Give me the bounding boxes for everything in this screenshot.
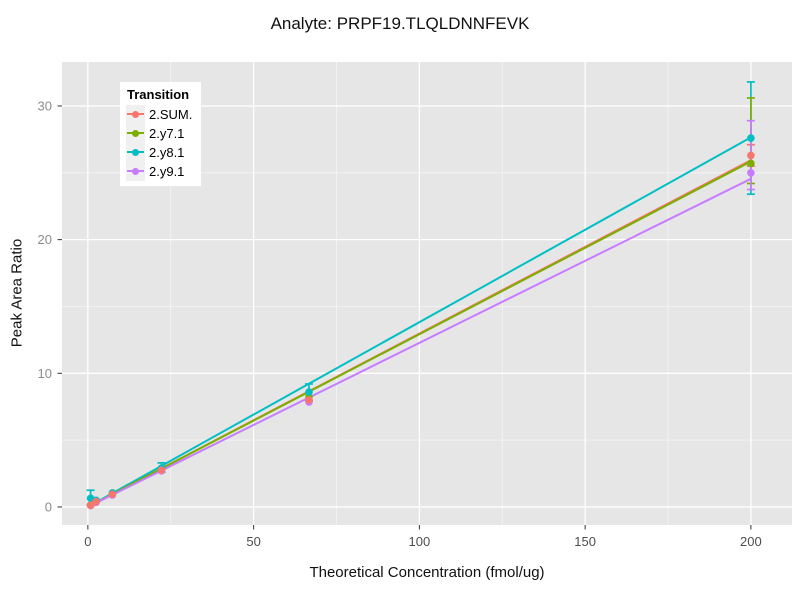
legend-item-2-sum: 2.SUM. bbox=[126, 105, 192, 124]
data-point bbox=[92, 497, 100, 506]
trend-line bbox=[87, 160, 752, 508]
legend-key-icon bbox=[126, 124, 145, 143]
chart-title: Analyte: PRPF19.TLQLDNNFEVK bbox=[270, 14, 530, 33]
legend-item-2-y7-1: 2.y7.1 bbox=[126, 124, 192, 143]
y-axis-title: Peak Area Ratio bbox=[8, 238, 26, 348]
data-point bbox=[747, 169, 755, 177]
legend-item-label: 2.y7.1 bbox=[149, 126, 185, 141]
y-tick-label: 20 bbox=[38, 232, 52, 247]
legend-item-label: 2.y9.1 bbox=[149, 164, 185, 179]
legend-item-2-y8-1: 2.y8.1 bbox=[126, 143, 192, 162]
legend-key-icon bbox=[126, 162, 145, 181]
x-tick-label: 200 bbox=[740, 534, 762, 549]
x-tick-label: 0 bbox=[84, 534, 91, 549]
y-tick-label: 30 bbox=[38, 98, 52, 113]
x-tick-label: 50 bbox=[246, 534, 260, 549]
x-tick-label: 100 bbox=[409, 534, 431, 549]
data-point bbox=[747, 151, 755, 160]
legend-item-label: 2.SUM. bbox=[149, 107, 193, 122]
data-point bbox=[747, 134, 755, 142]
trend-line bbox=[87, 177, 752, 508]
trend-line bbox=[87, 136, 752, 508]
legend-item-2-y9-1: 2.y9.1 bbox=[126, 162, 192, 181]
data-point bbox=[86, 501, 95, 510]
data-point bbox=[157, 466, 166, 474]
data-point bbox=[108, 490, 117, 499]
legend-key-icon bbox=[126, 105, 145, 124]
legend: Transition 2.SUM. 2.y7.1 2.y8.1 2.y9.1 bbox=[120, 82, 202, 186]
legend-item-label: 2.y8.1 bbox=[149, 145, 185, 160]
y-tick-label: 0 bbox=[45, 499, 52, 514]
data-point bbox=[305, 388, 313, 396]
legend-key-icon bbox=[126, 143, 145, 162]
x-axis-title: Theoretical Concentration (fmol/ug) bbox=[309, 564, 545, 581]
legend-title: Transition bbox=[127, 87, 190, 102]
y-tick-label: 10 bbox=[38, 366, 52, 381]
x-tick-label: 150 bbox=[574, 534, 596, 549]
data-point bbox=[305, 396, 313, 404]
legend-items: 2.SUM. 2.y7.1 2.y8.1 2.y9.1 bbox=[126, 105, 192, 181]
data-point bbox=[747, 159, 755, 168]
